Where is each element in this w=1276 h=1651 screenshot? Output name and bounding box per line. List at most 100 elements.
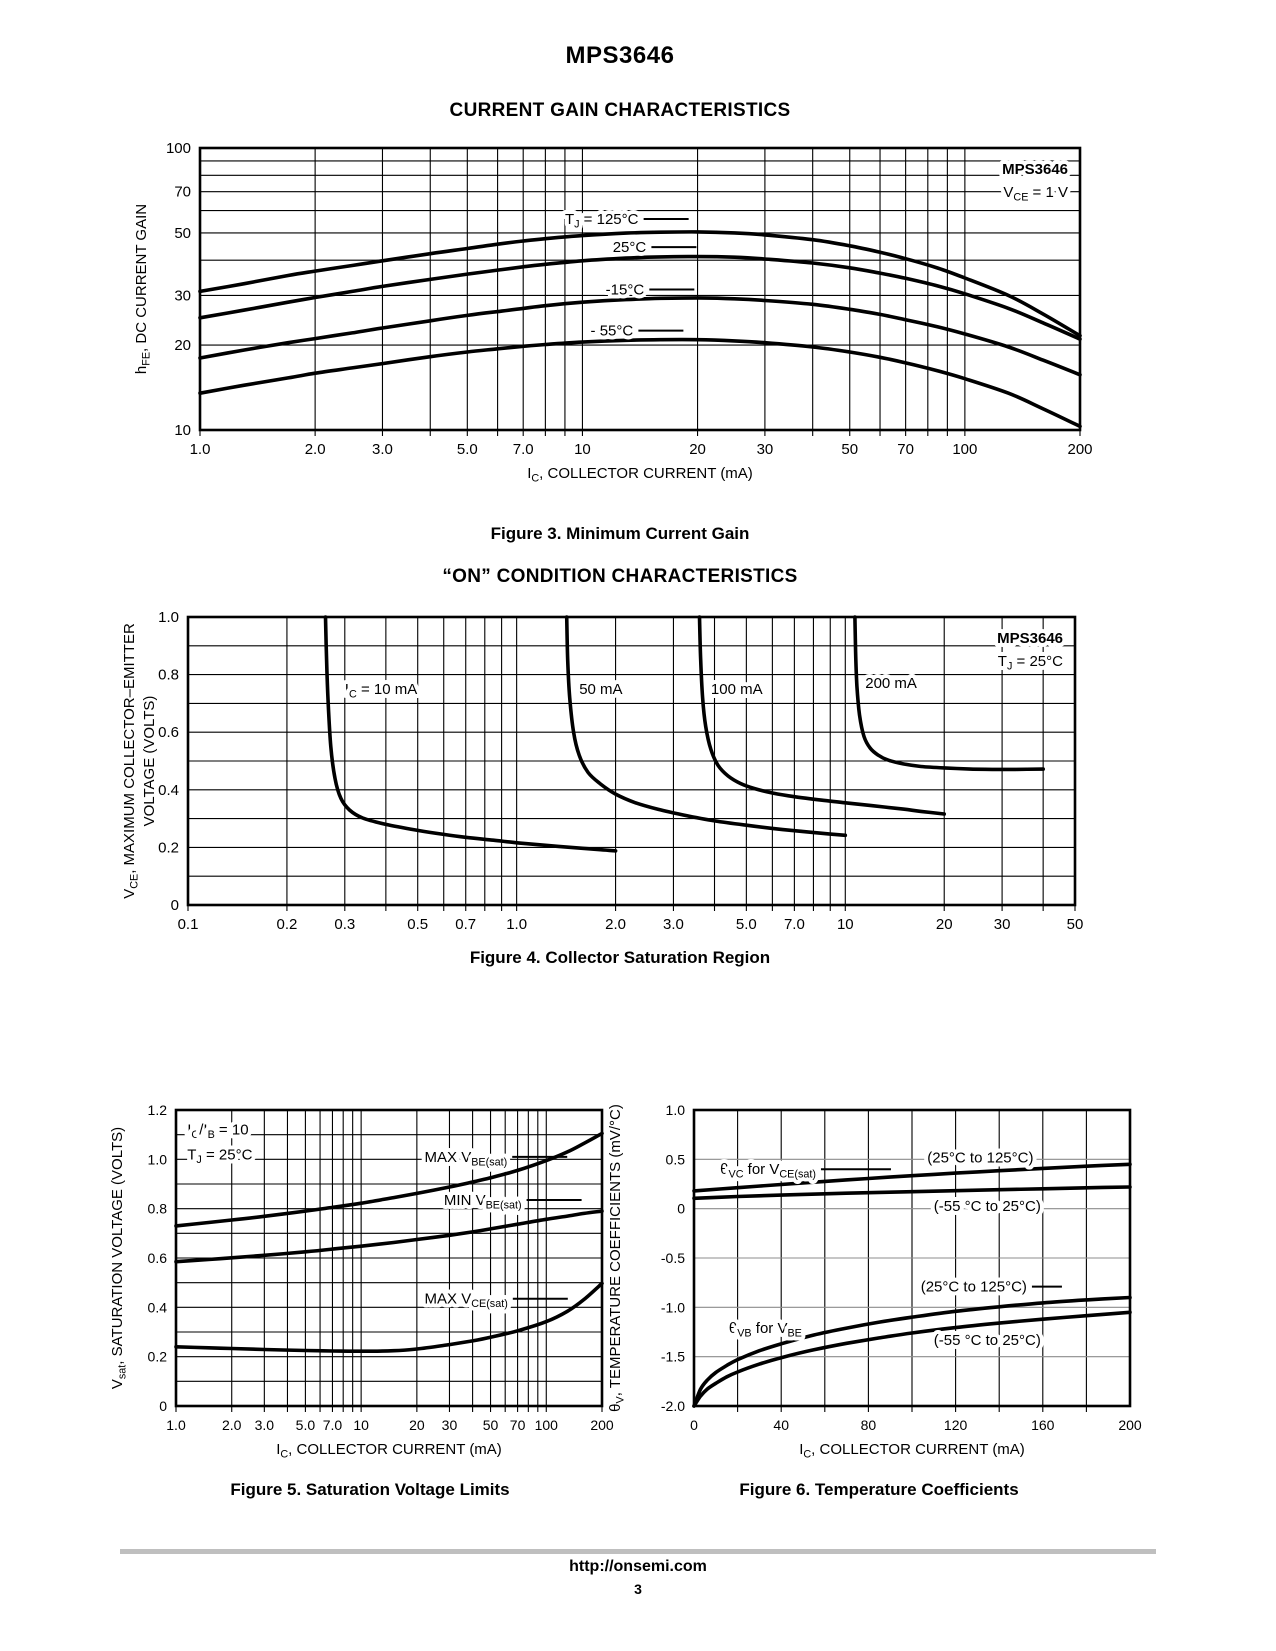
curve-50-ma [564, 615, 848, 838]
curve-label: θVC for VCE(sat) [720, 1161, 816, 1181]
curve-label: 100 mA [711, 681, 763, 698]
figure4-caption: Figure 4. Collector Saturation Region [469, 948, 771, 967]
fig6-plot: 0 40 80 120 160 200 1.0 0.5 0 -0.5 -1.0 -1.5 -2.0 IC,… [607, 1102, 1142, 1461]
curve-200-ma [853, 615, 1045, 772]
footer-url: http://onsemi.com [569, 1558, 707, 1575]
x-tick-label: 7.0 [784, 916, 805, 933]
x-tick-label: 5.0 [296, 1417, 316, 1433]
x-tick-label: 2.0 [305, 441, 326, 458]
x-tick-label: 10 [353, 1417, 369, 1433]
curve-thetavb-vbe-25c-to-125c [692, 1295, 1132, 1408]
curve-label: MAX VCE(sat) [425, 1291, 508, 1311]
curve-label: 25°C [613, 239, 647, 256]
y-tick-label: 50 [174, 225, 191, 242]
x-tick-label: 30 [994, 916, 1011, 933]
x-tick-label: 2.0 [605, 916, 626, 933]
page-number: 3 [634, 1581, 642, 1597]
curve-label: MAX VBE(sat) [425, 1149, 508, 1169]
curve-label: -15°C [606, 281, 645, 298]
figure5-chart: 1.0 2.0 3.0 5.0 7.0 10 20 30 50 70 100 200 0 0.2 0.4 0.… [100, 1093, 640, 1470]
x-tick-label: 5.0 [736, 916, 757, 933]
y-tick-label: 1.0 [666, 1102, 686, 1118]
y-tick-label: 70 [174, 184, 191, 201]
curve-55c [198, 337, 1082, 429]
curve-min-vbe-sat [174, 1209, 604, 1264]
corner-annotation: TJ = 25°C [998, 653, 1063, 673]
x-tick-label: 200 [1067, 441, 1092, 458]
x-tick-label: 0.1 [178, 916, 199, 933]
x-tick-label: 50 [841, 441, 858, 458]
x-tick-label: 70 [510, 1417, 526, 1433]
curve-max-vbe-sat [174, 1131, 604, 1228]
y-tick-label: 0.6 [148, 1250, 168, 1266]
curve-label: (-55 °C to 25°C) [934, 1198, 1041, 1215]
x-tick-label: 1.0 [166, 1417, 186, 1433]
x-tick-label: 7.0 [513, 441, 534, 458]
x-tick-label: 3.0 [255, 1417, 275, 1433]
x-tick-label: 100 [952, 441, 977, 458]
curve-thetavc-vce-sat-55c-to-25c [692, 1185, 1132, 1201]
y-axis-label: VOLTAGE (VOLTS) [141, 696, 158, 827]
y-tick-label: 0.8 [148, 1201, 168, 1217]
x-tick-label: 0.7 [455, 916, 476, 933]
x-tick-label: 30 [757, 441, 774, 458]
x-tick-label: 20 [409, 1417, 425, 1433]
x-tick-label: 5.0 [457, 441, 478, 458]
x-tick-label: 70 [897, 441, 914, 458]
x-tick-label: 0.5 [407, 916, 428, 933]
curve-label: (25°C to 125°C) [927, 1149, 1033, 1166]
corner-annotation: MPS3646 [1002, 161, 1068, 178]
x-tick-label: 80 [861, 1417, 877, 1433]
corner-annotation: VCE = 1 V [1003, 184, 1068, 204]
curve-label: (-55 °C to 25°C) [934, 1332, 1041, 1349]
curve-label: MIN VBE(sat) [444, 1192, 522, 1212]
curve-ic-10-ma [323, 615, 618, 853]
y-axis-label: VCE, MAXIMUM COLLECTOR–EMITTER [121, 623, 141, 899]
x-tick-label: 50 [483, 1417, 499, 1433]
figure5-caption: Figure 5. Saturation Voltage Limits [230, 1480, 510, 1499]
x-tick-label: 3.0 [372, 441, 393, 458]
fig3-plot: 1.0 2.0 3.0 5.0 7.0 10 20 30 50 70 100 200 10 20 30 50 7… [133, 140, 1093, 485]
curve-label: IC = 10 mA [345, 681, 417, 701]
x-tick-label: 200 [1118, 1417, 1142, 1433]
curve-label: TJ = 125°C [565, 211, 639, 231]
y-tick-label: 1.2 [148, 1102, 168, 1118]
x-tick-label: 160 [1031, 1417, 1055, 1433]
y-tick-label: 30 [174, 287, 191, 304]
footer-divider [120, 1549, 1156, 1554]
curve-label: (25°C to 125°C) [921, 1279, 1027, 1296]
x-tick-label: 1.0 [506, 916, 527, 933]
y-tick-label: 1.0 [158, 609, 179, 626]
section-heading-current-gain: CURRENT GAIN CHARACTERISTICS [449, 100, 791, 121]
y-axis-label: Vsat, SATURATION VOLTAGE (VOLTS) [109, 1127, 129, 1389]
y-tick-label: 0.2 [158, 839, 179, 856]
y-axis-label: θV, TEMPERATURE COEFFICIENTS (mV/°C) [607, 1104, 627, 1412]
y-tick-label: 0.5 [666, 1151, 686, 1167]
figure6-caption: Figure 6. Temperature Coefficients [739, 1480, 1019, 1499]
curve-label: - 55°C [591, 323, 634, 340]
x-tick-label: 40 [773, 1417, 789, 1433]
y-tick-label: 20 [174, 337, 191, 354]
y-tick-label: 0.4 [158, 782, 179, 799]
curve-label: θVB for VBE [729, 1320, 802, 1340]
page-title: MPS3646 [565, 42, 675, 69]
x-tick-label: 20 [936, 916, 953, 933]
x-tick-label: 30 [442, 1417, 458, 1433]
curve-label: 200 mA [865, 675, 917, 692]
x-tick-label: 3.0 [663, 916, 684, 933]
fig5-plot: 1.0 2.0 3.0 5.0 7.0 10 20 30 50 70 100 200 0 0.2 0.4 0.… [109, 1102, 614, 1461]
y-tick-label: 0.2 [148, 1349, 168, 1365]
y-tick-label: 10 [174, 422, 191, 439]
x-tick-label: 0 [690, 1417, 698, 1433]
x-tick-label: 10 [837, 916, 854, 933]
y-tick-label: 1.0 [148, 1151, 168, 1167]
figure3-chart: 1.0 2.0 3.0 5.0 7.0 10 20 30 50 70 100 200 10 20 30 50 7… [120, 136, 1110, 506]
y-tick-label: 0.8 [158, 667, 179, 684]
x-axis-label: IC, COLLECTOR CURRENT (mA) [799, 1441, 1025, 1461]
curve-max-vce-sat [174, 1281, 604, 1354]
x-tick-label: 1.0 [190, 441, 211, 458]
curve-tj-125c [198, 230, 1082, 338]
y-tick-label: 0 [171, 897, 179, 914]
x-axis-label: IC, COLLECTOR CURRENT (mA) [527, 465, 753, 485]
